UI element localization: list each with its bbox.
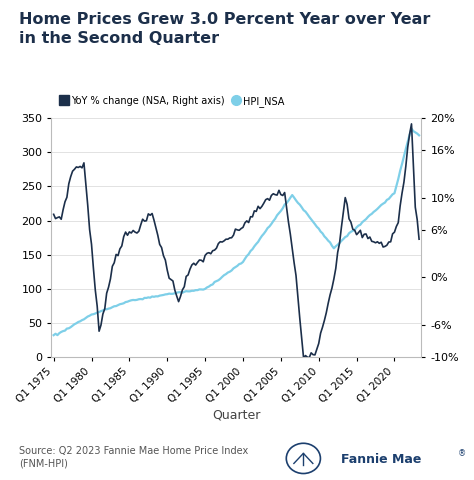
Legend: YoY % change (NSA, Right axis), HPI_NSA: YoY % change (NSA, Right axis), HPI_NSA (56, 92, 288, 111)
Text: in the Second Quarter: in the Second Quarter (19, 31, 219, 46)
Text: Home Prices Grew 3.0 Percent Year over Year: Home Prices Grew 3.0 Percent Year over Y… (19, 12, 430, 27)
Text: ®: ® (457, 449, 465, 458)
Text: Fannie Mae: Fannie Mae (341, 453, 422, 466)
X-axis label: Quarter: Quarter (212, 409, 261, 422)
Text: Source: Q2 2023 Fannie Mae Home Price Index
(FNM-HPI): Source: Q2 2023 Fannie Mae Home Price In… (19, 446, 248, 468)
